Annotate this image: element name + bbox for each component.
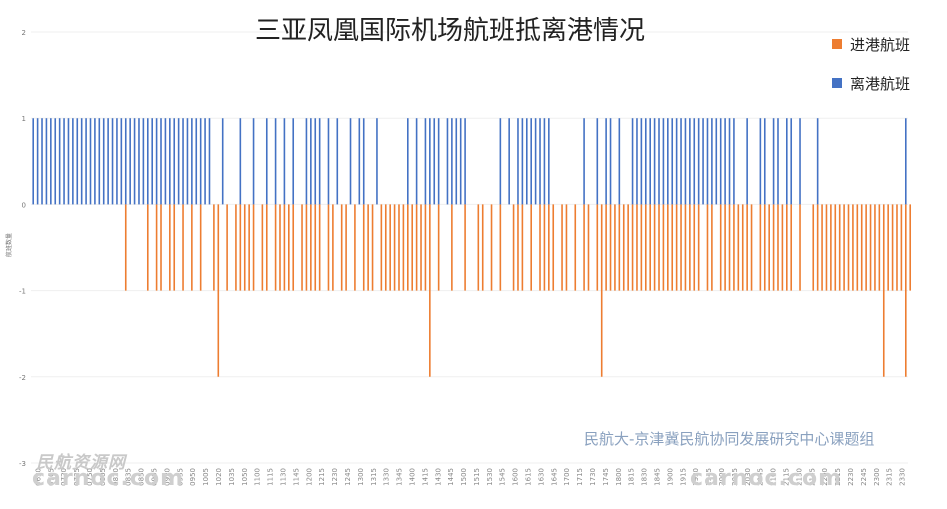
x-tick-label: 1600	[512, 468, 520, 486]
x-tick-label: 1845	[654, 468, 662, 486]
credit-text: 民航大-京津冀民航协同发展研究中心课题组	[584, 430, 875, 448]
x-tick-label: 2030	[744, 468, 752, 486]
y-tick-label: 1	[22, 115, 26, 123]
x-tick-label: 1645	[550, 468, 558, 486]
x-tick-label: 1945	[705, 468, 713, 486]
x-tick-label: 1100	[254, 468, 262, 486]
x-tick-label: 1020	[215, 468, 223, 486]
watermark-en-right: carnoc.com	[690, 466, 842, 491]
x-tick-label: 1615	[525, 468, 533, 486]
x-tick-label: 1745	[602, 468, 610, 486]
x-tick-label: 2015	[731, 468, 739, 486]
x-tick-label: 0835	[125, 468, 133, 486]
legend-item-arrivals: 进港航班	[832, 34, 910, 54]
x-tick-label: 1315	[370, 468, 378, 486]
x-tick-label: 1330	[383, 468, 391, 486]
x-tick-label: 0820	[112, 468, 120, 486]
x-tick-label: 1345	[396, 468, 404, 486]
x-tick-label: 1630	[537, 468, 545, 486]
x-tick-label: 0920	[163, 468, 171, 486]
x-axis-ticks: 0630 0705 0720 0735 0750 0805 0820 0835 0850 0905…	[34, 468, 906, 486]
x-tick-label: 2300	[873, 468, 881, 486]
legend: 进港航班 离港航班	[832, 34, 910, 112]
x-tick-label: 0905	[151, 468, 159, 486]
x-tick-label: 1145	[292, 468, 300, 486]
legend-swatch-arrivals	[832, 39, 842, 49]
x-tick-label: 0705	[47, 468, 55, 486]
x-tick-label: 1915	[679, 468, 687, 486]
x-tick-label: 0750	[86, 468, 94, 486]
gridlines	[31, 31, 908, 464]
legend-label-arrivals: 进港航班	[850, 35, 911, 54]
watermark-cn: 民航资源网	[36, 453, 126, 473]
x-tick-label: 2115	[782, 468, 790, 486]
x-tick-label: 1715	[576, 468, 584, 486]
y-tick-label: -3	[19, 460, 26, 468]
x-tick-label: 1445	[447, 468, 455, 486]
x-tick-label: 1400	[408, 468, 416, 486]
x-tick-label: 1245	[344, 468, 352, 486]
x-tick-label: 2230	[847, 468, 855, 486]
x-tick-label: 2100	[770, 468, 778, 486]
x-tick-label: 2000	[718, 468, 726, 486]
x-tick-label: 2145	[808, 468, 816, 486]
x-tick-label: 1530	[486, 468, 494, 486]
x-tick-label: 1300	[357, 468, 365, 486]
x-tick-label: 1415	[421, 468, 429, 486]
x-tick-label: 1815	[628, 468, 636, 486]
x-tick-label: 2130	[795, 468, 803, 486]
x-tick-label: 1050	[241, 468, 249, 486]
x-tick-label: 1730	[589, 468, 597, 486]
y-tick-label: 0	[22, 201, 26, 209]
x-tick-label: 1130	[279, 468, 287, 486]
x-tick-label: 1500	[460, 468, 468, 486]
y-tick-label: -2	[19, 374, 26, 382]
x-tick-label: 1035	[228, 468, 236, 486]
x-tick-label: 0735	[73, 468, 81, 486]
x-tick-label: 1700	[563, 468, 571, 486]
x-tick-label: 0805	[99, 468, 107, 486]
y-tick-label: -1	[19, 288, 26, 296]
x-tick-label: 0630	[34, 468, 42, 486]
x-tick-label: 1005	[202, 468, 210, 486]
legend-item-departures: 离港航班	[832, 73, 910, 93]
x-tick-label: 0720	[60, 468, 68, 486]
legend-swatch-departures	[832, 78, 842, 88]
x-tick-label: 2045	[757, 468, 765, 486]
x-tick-label: 1830	[641, 468, 649, 486]
y-tick-label: 2	[22, 29, 26, 37]
x-tick-label: 1215	[318, 468, 326, 486]
y-axis-ticks: -3 -2 -1 0 1 2	[19, 29, 26, 468]
x-tick-label: 1115	[267, 468, 275, 486]
x-tick-label: 1900	[666, 468, 674, 486]
x-tick-label: 2330	[899, 468, 907, 486]
x-tick-label: 1930	[692, 468, 700, 486]
x-tick-label: 0935	[176, 468, 184, 486]
y-axis-label: 航班数量	[5, 233, 13, 257]
legend-label-departures: 离港航班	[850, 74, 911, 93]
x-tick-label: 1430	[434, 468, 442, 486]
x-tick-label: 2215	[834, 468, 842, 486]
watermark-en-left: carnoc.com	[32, 466, 184, 491]
x-tick-label: 1800	[615, 468, 623, 486]
chart-title: 三亚凤凰国际机场航班抵离港情况	[254, 16, 645, 46]
x-tick-label: 0950	[189, 468, 197, 486]
x-tick-label: 2245	[860, 468, 868, 486]
x-tick-label: 0850	[138, 468, 146, 486]
x-tick-label: 1200	[305, 468, 313, 486]
x-tick-label: 1230	[331, 468, 339, 486]
flight-bars	[32, 118, 912, 377]
x-tick-label: 1545	[499, 468, 507, 486]
x-tick-label: 2200	[821, 468, 829, 486]
x-tick-label: 2315	[886, 468, 894, 486]
x-tick-label: 1515	[473, 468, 481, 486]
